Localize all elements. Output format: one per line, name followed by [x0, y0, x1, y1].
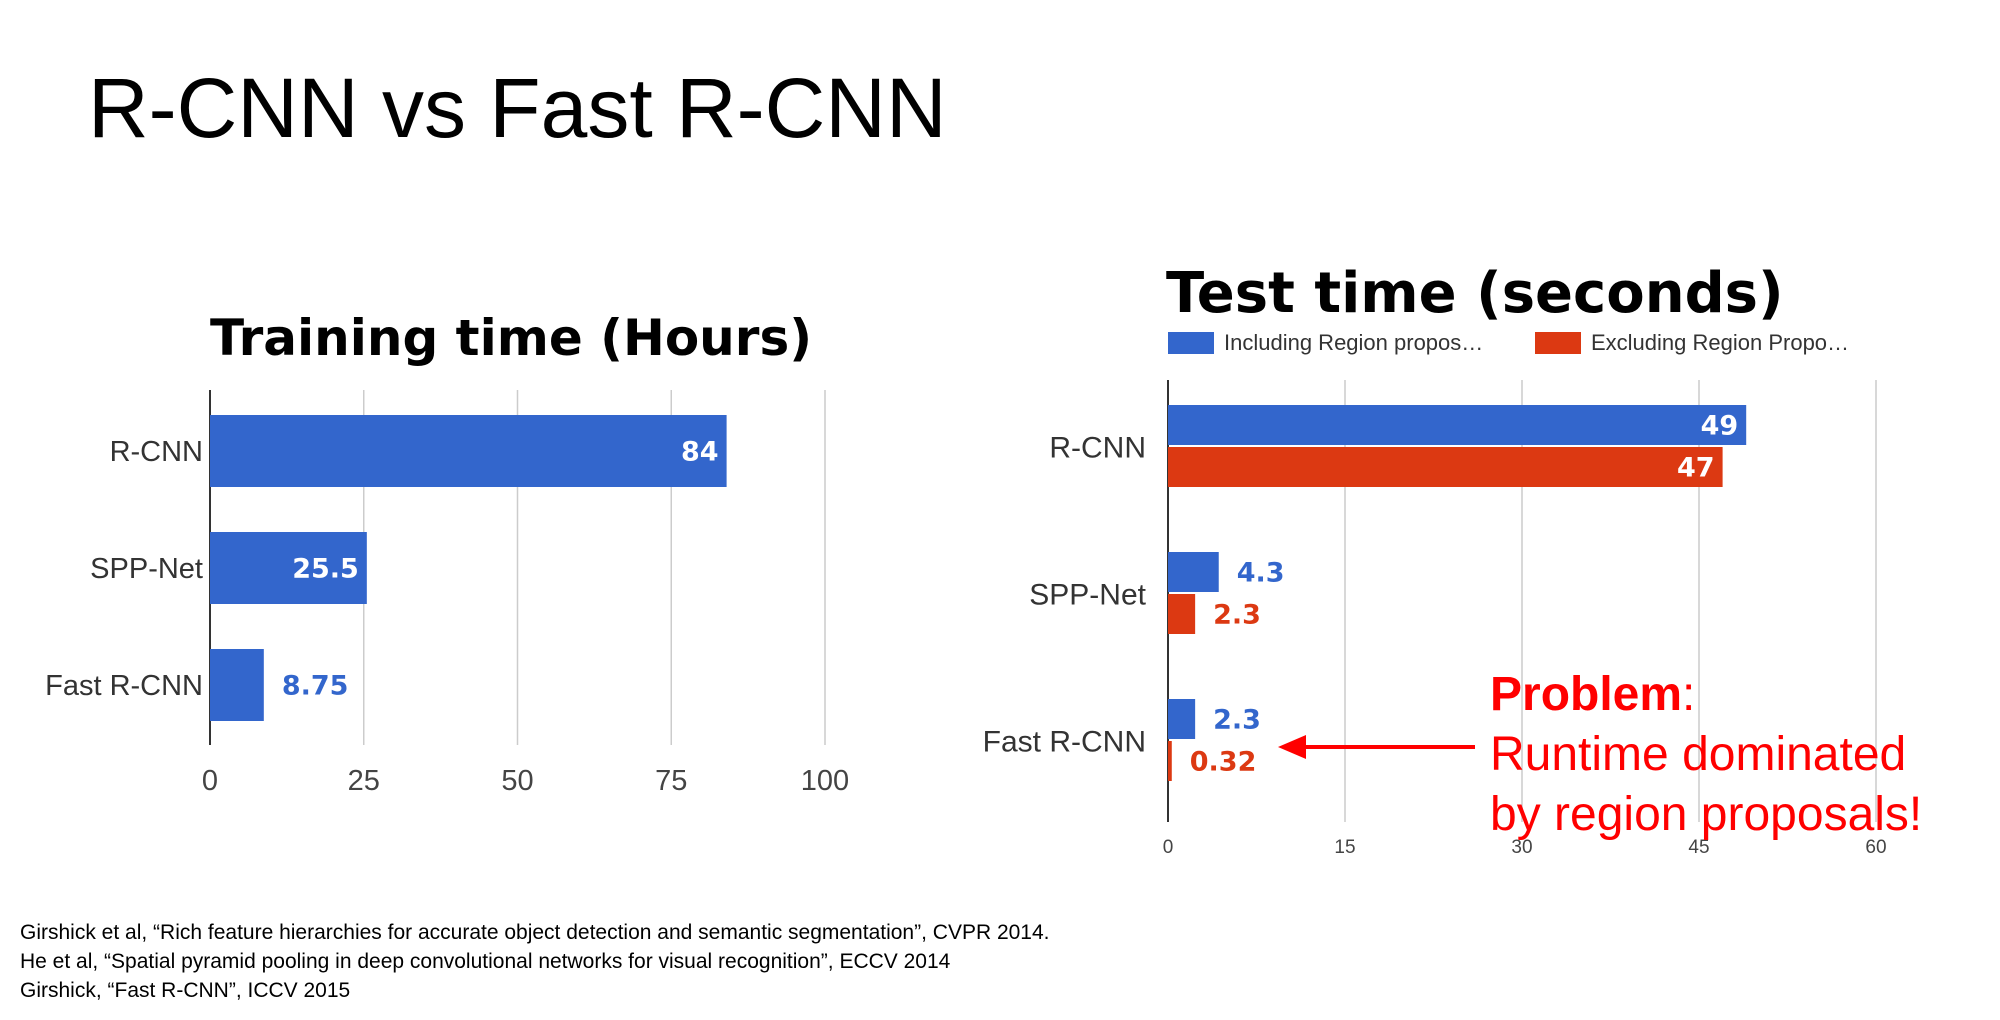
chart2-value-label-3-2: 0.32 [1190, 747, 1257, 778]
chart2-bar-2-2 [1168, 594, 1196, 634]
chart1-title: Training time (Hours) [210, 309, 812, 367]
chart1-tick-label-0: 0 [202, 765, 218, 797]
chart1-value-label-3-1: 8.75 [282, 671, 349, 702]
problem-line-1: Runtime dominated [1490, 728, 1907, 781]
chart1-category-label-3: Fast R-CNN [45, 670, 203, 702]
reference-3: Girshick, “Fast R-CNN”, ICCV 2015 [20, 979, 351, 1002]
chart2-legend-label-1: Including Region propos… [1224, 330, 1483, 355]
chart1-tick-label-100: 100 [801, 765, 849, 797]
references: Girshick et al, “Rich feature hierarchie… [20, 918, 1050, 1005]
problem-annotation: Problem: Runtime dominated by region pro… [1490, 665, 1922, 845]
chart2-tick-label-60: 60 [1865, 837, 1886, 858]
annotation-arrow-head [1278, 735, 1306, 759]
problem-colon: : [1682, 668, 1696, 721]
problem-line-2: by region proposals! [1490, 788, 1923, 841]
reference-1: Girshick et al, “Rich feature hierarchie… [20, 921, 1050, 944]
chart2-tick-label-45: 45 [1688, 837, 1709, 858]
chart2-category-label-3: Fast R-CNN [983, 726, 1146, 759]
chart2-value-label-2-2: 2.3 [1213, 600, 1261, 631]
chart2-tick-label-30: 30 [1511, 837, 1532, 858]
slide-title: R-CNN vs Fast R-CNN [88, 61, 947, 155]
chart2-bar-3-1 [1168, 699, 1196, 739]
chart2-value-label-2-1: 4.3 [1237, 558, 1285, 589]
chart1-bar-2-1 [210, 532, 367, 604]
chart1-bar-1-1 [210, 415, 727, 487]
chart2-value-label-3-1: 2.3 [1213, 705, 1261, 736]
chart2-legend-swatch-1 [1168, 332, 1214, 354]
chart1-category-label-2: SPP-Net [90, 553, 203, 585]
chart1-tick-label-75: 75 [655, 765, 687, 797]
chart2-tick-label-0: 0 [1163, 837, 1174, 858]
chart2-legend-label-2: Excluding Region Propo… [1591, 330, 1849, 355]
chart2-category-label-2: SPP-Net [1029, 579, 1146, 612]
chart2-bar-2-1 [1168, 552, 1219, 592]
chart2-legend-swatch-2 [1535, 332, 1581, 354]
chart1-tick-label-25: 25 [348, 765, 380, 797]
chart2-value-label-1-1: 49 [1701, 411, 1739, 442]
chart1-value-label-2-1: 25.5 [292, 554, 359, 585]
chart2-category-label-1: R-CNN [1049, 432, 1146, 465]
chart2-tick-label-15: 15 [1334, 837, 1355, 858]
chart2-bar-3-2 [1168, 741, 1172, 781]
chart2-bar-1-2 [1168, 447, 1723, 487]
chart1-value-label-1-1: 84 [681, 437, 719, 468]
chart1-category-label-1: R-CNN [110, 436, 203, 468]
chart1-bar-3-1 [210, 649, 264, 721]
chart2-title: Test time (seconds) [1166, 261, 1784, 326]
chart2-bar-1-1 [1168, 405, 1747, 445]
reference-2: He et al, “Spatial pyramid pooling in de… [20, 950, 951, 973]
chart1-tick-label-50: 50 [501, 765, 533, 797]
chart2-value-label-1-2: 47 [1677, 453, 1715, 484]
problem-label: Problem [1490, 668, 1683, 721]
